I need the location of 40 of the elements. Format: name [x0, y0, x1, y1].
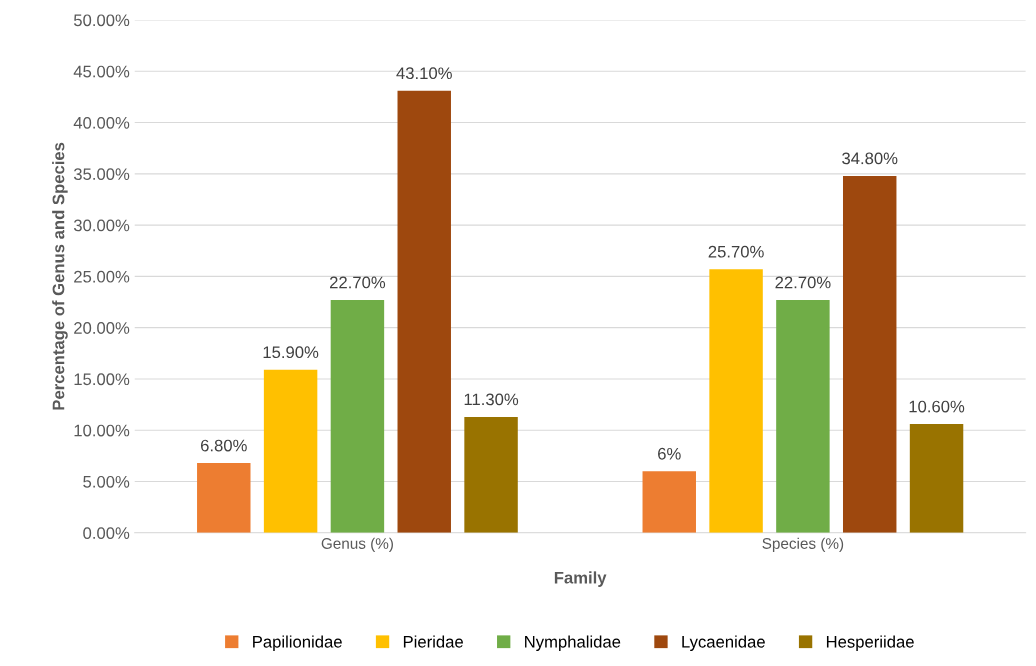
y-tick-label: 15.00%: [74, 373, 130, 386]
data-label: 22.70%: [330, 276, 386, 289]
data-label: 25.70%: [708, 245, 764, 258]
bar: [263, 369, 318, 533]
bar: [909, 424, 964, 533]
legend-label: Pieridae: [403, 635, 463, 648]
y-tick-label: 45.00%: [73, 65, 130, 78]
data-label: 15.90%: [263, 346, 319, 359]
legend-label: Lycaenidae: [682, 635, 765, 651]
bar: [197, 463, 251, 533]
bar: [709, 269, 763, 533]
data-label: 22.70%: [775, 276, 831, 289]
bar: [330, 299, 385, 533]
y-tick-label: 0.00%: [83, 527, 130, 539]
y-tick-label: 50.00%: [73, 14, 130, 27]
y-tick-label: 10.00%: [74, 424, 130, 437]
bar: [397, 90, 451, 533]
y-tick-label: 20.00%: [74, 322, 130, 334]
legend-label: Hesperiidae: [826, 635, 914, 651]
data-label: 6%: [658, 447, 681, 460]
y-tick-label: 35.00%: [73, 168, 130, 181]
bar: [842, 175, 897, 533]
data-label: 6.80%: [200, 439, 247, 452]
data-label: 11.30%: [464, 393, 519, 406]
y-axis-title: Percentage of Genus and Species: [52, 142, 68, 410]
legend-label: Nymphalidae: [525, 635, 621, 651]
y-tick-label: 40.00%: [73, 116, 130, 129]
data-label: 43.10%: [396, 67, 452, 80]
y-tick-label: 25.00%: [74, 270, 130, 283]
x-axis-title: Family: [554, 571, 607, 587]
bar: [642, 471, 696, 533]
legend-label: Papilionidae: [253, 635, 342, 651]
data-label: 34.80%: [842, 152, 898, 165]
x-tick-label: Genus (%): [321, 537, 393, 552]
x-tick-label: Species (%): [762, 537, 844, 552]
bar: [776, 299, 830, 533]
y-tick-label: 30.00%: [73, 219, 130, 232]
y-tick-label: 5.00%: [83, 475, 130, 488]
bar: [464, 416, 518, 533]
data-label: 10.60%: [909, 400, 965, 413]
